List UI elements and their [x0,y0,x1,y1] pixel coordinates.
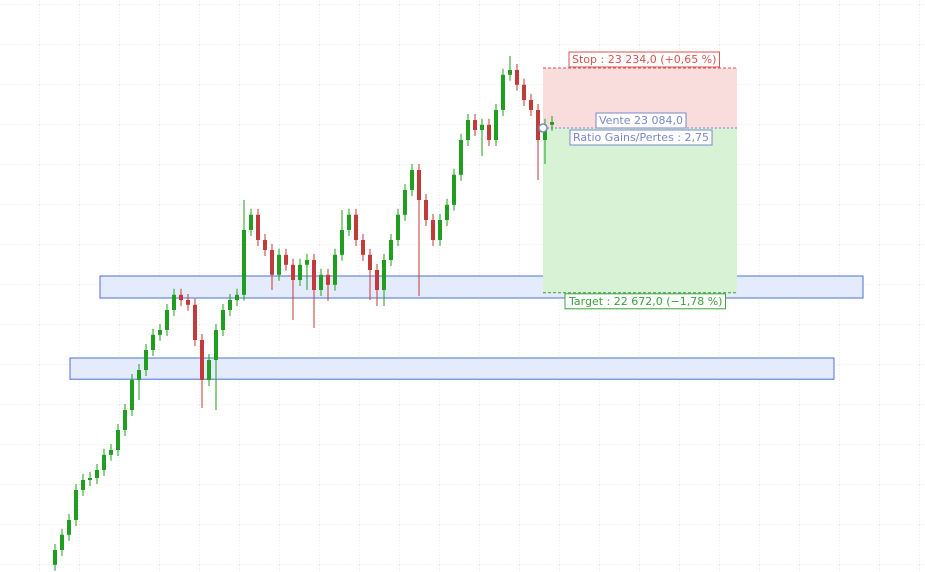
candle-body [543,124,547,140]
candle-body [389,240,393,260]
label-box [564,293,726,310]
candle-body [60,534,64,550]
candle-body [333,254,337,285]
candle-body [158,330,162,335]
candle-body [347,214,351,230]
candle-body [256,214,260,240]
support-zone [99,275,864,299]
candle-body [207,360,211,380]
candle-body [88,478,92,480]
candle-body [123,410,127,430]
candle-body [53,550,57,565]
candle-body [109,450,113,455]
candle-body [550,122,554,125]
candle-body [221,310,225,330]
candle-body [291,264,295,280]
candle-body [137,370,141,380]
candle-body [193,304,197,340]
candle-body [480,124,484,130]
entry-marker [538,123,548,133]
candle-body [529,100,533,110]
candle-body [102,454,106,470]
candle-body [494,110,498,140]
candle-body [515,70,519,85]
candle-body [361,240,365,255]
candle-body [417,170,421,200]
candle-body [95,470,99,478]
candle-body [522,84,526,100]
label-box [595,112,687,129]
support-zone [69,357,835,380]
candle-body [186,300,190,305]
candle-body [438,220,442,240]
candle-body [312,260,316,290]
label-box [569,129,713,146]
candle-body [508,70,512,75]
candle-body [487,124,491,140]
candle-body [81,480,85,490]
candle-body [354,214,358,240]
candle-body [200,340,204,380]
candle-body [396,214,400,240]
candle-body [319,274,323,290]
candle-body [305,260,309,265]
candle-body [431,220,435,240]
trade-label: Vente 23 084,0 [599,114,683,127]
candle-body [235,294,239,300]
candle-body [466,120,470,140]
candle-body [410,170,414,190]
candle-body [368,254,372,270]
candle-body [270,250,274,275]
candle-body [403,190,407,215]
candle-body [130,380,134,410]
candle-body [74,490,78,520]
candle-body [116,430,120,450]
candle-body [249,214,253,230]
candle-body [452,174,456,205]
candle-body [165,310,169,330]
candle-body [340,230,344,255]
candle-body [326,274,330,285]
candle-body [144,350,148,370]
candle-body [459,140,463,175]
candle-body [228,300,232,310]
candle-body [473,120,477,130]
candle-body [298,264,302,280]
trade-label: Target : 22 672,0 (−1,78 %) [568,295,722,308]
candle-body [445,204,449,220]
candle-body [375,270,379,290]
candle-body [214,330,218,360]
trade-label: Stop : 23 234,0 (+0,65 %) [572,53,716,66]
candle-body [263,240,267,250]
candle-body [536,110,540,140]
candle-body [151,334,155,350]
trade-label: Ratio Gains/Pertes : 2,75 [573,131,709,144]
candle-body [172,294,176,310]
reward-box [543,128,737,293]
candle-body [284,254,288,265]
candle-body [179,294,183,300]
label-box [568,51,720,68]
candle-body [501,74,505,110]
candle-body [277,254,281,275]
candle-body [242,230,246,295]
candle-body [67,520,71,535]
candle-body [424,200,428,220]
candle-body [382,260,386,290]
